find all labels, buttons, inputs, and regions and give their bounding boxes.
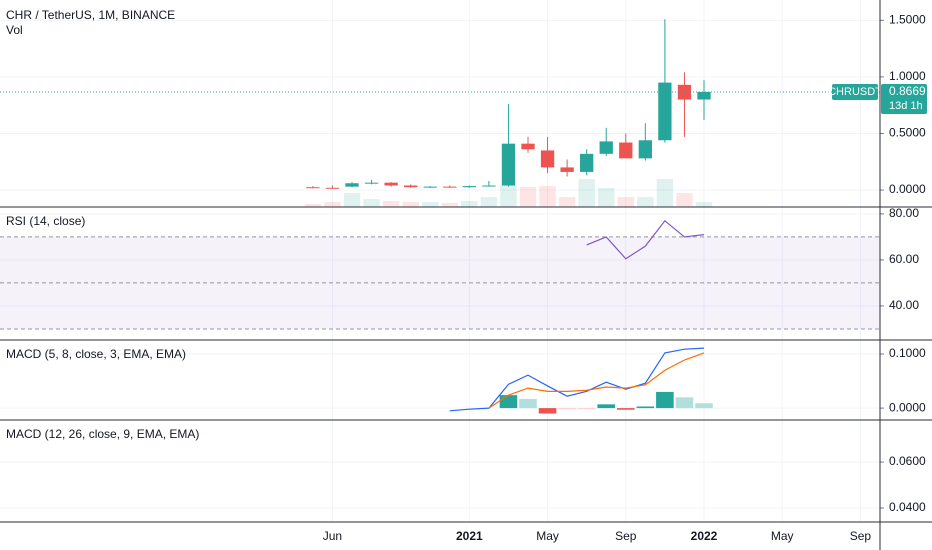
volume-bar <box>324 202 341 207</box>
volume-bar <box>617 197 634 207</box>
candle-body <box>560 167 574 172</box>
y-tick-label: 0.0600 <box>889 454 926 468</box>
y-tick-label: 0.0000 <box>889 400 926 414</box>
candle-body <box>364 182 379 184</box>
x-tick-label: May <box>536 529 559 543</box>
candle-body <box>443 186 457 188</box>
y-tick-label: 1.0000 <box>889 69 926 83</box>
histogram-bar <box>695 403 713 409</box>
candle-body <box>404 185 418 188</box>
symbol-tag <box>832 83 878 100</box>
volume-bar <box>656 179 674 207</box>
candle-body <box>540 150 555 168</box>
price-tag <box>881 83 927 114</box>
volume-bar <box>363 199 380 207</box>
volume-bar <box>539 186 556 207</box>
histogram-bar <box>538 408 557 414</box>
rsi-band <box>0 236 880 329</box>
volume-bar <box>695 202 713 207</box>
indicator-line <box>449 347 705 412</box>
volume-bar <box>519 187 537 207</box>
candle-body <box>306 187 320 189</box>
histogram-bar <box>519 398 537 409</box>
pane-title: CHR / TetherUS, 1M, BINANCE <box>6 8 175 22</box>
x-tick-label: 2021 <box>456 529 483 543</box>
histogram-bar <box>558 408 576 410</box>
symbol-label: CHRUSDT <box>828 86 882 98</box>
candle-body <box>521 143 535 150</box>
pane-title: MACD (12, 26, close, 9, EMA, EMA) <box>6 427 199 441</box>
candle-body <box>697 91 711 100</box>
x-tick-label: Sep <box>850 529 872 543</box>
volume-bar <box>637 197 654 207</box>
volume-bar <box>500 185 517 207</box>
histogram-bar <box>499 395 518 409</box>
histogram-bar <box>636 406 655 409</box>
countdown-label: 13d 1h <box>889 100 923 112</box>
volume-bar <box>598 188 615 207</box>
y-tick-label: 1.5000 <box>889 13 926 27</box>
volume-bar <box>461 201 478 207</box>
histogram-bar <box>597 404 616 409</box>
grid <box>0 0 880 522</box>
indicator-line <box>488 352 705 409</box>
y-tick-label: 0.1000 <box>889 346 926 360</box>
y-tick-label: 0.5000 <box>889 126 926 140</box>
pane-title: MACD (5, 8, close, 3, EMA, EMA) <box>6 347 186 361</box>
candle-body <box>501 143 516 186</box>
candle-body <box>423 186 437 188</box>
x-tick-label: May <box>771 529 794 543</box>
pane-subtitle: Vol <box>6 23 23 37</box>
candle-body <box>345 183 359 187</box>
candle-body <box>462 186 476 188</box>
y-tick-label: 0.0000 <box>889 182 926 196</box>
indicator-line <box>586 219 705 260</box>
candle-body <box>658 82 672 141</box>
y-tick-label: 80.00 <box>889 206 919 220</box>
histogram-bar <box>616 408 635 410</box>
x-tick-label: Sep <box>615 529 637 543</box>
histogram-bar <box>656 391 674 409</box>
volume-bar <box>558 197 576 207</box>
volume-bar <box>578 179 595 207</box>
candle-body <box>482 185 496 187</box>
candle-body <box>384 182 398 186</box>
volume-bar <box>304 204 322 207</box>
volume-bar <box>422 202 439 207</box>
histogram-bar <box>675 397 694 409</box>
candle-body <box>619 142 633 159</box>
volume-bar <box>441 203 458 207</box>
pane-title: RSI (14, close) <box>6 214 85 228</box>
volume-bar <box>382 201 400 207</box>
x-tick-label: 2022 <box>691 529 718 543</box>
candle-body <box>599 141 613 154</box>
x-tick-label: Jun <box>323 529 342 543</box>
histogram-bar <box>577 408 596 410</box>
volume-bar <box>480 197 498 207</box>
volume-bar <box>343 193 361 207</box>
volume-bar <box>402 202 419 207</box>
candle-body <box>325 187 340 189</box>
y-tick-label: 0.0400 <box>889 500 926 514</box>
volume-bar <box>676 193 693 207</box>
candle-body <box>638 140 652 159</box>
y-tick-label: 40.00 <box>889 298 919 312</box>
candle-body <box>580 153 594 172</box>
price-label: 0.8669 <box>889 84 926 98</box>
y-tick-label: 60.00 <box>889 252 919 266</box>
